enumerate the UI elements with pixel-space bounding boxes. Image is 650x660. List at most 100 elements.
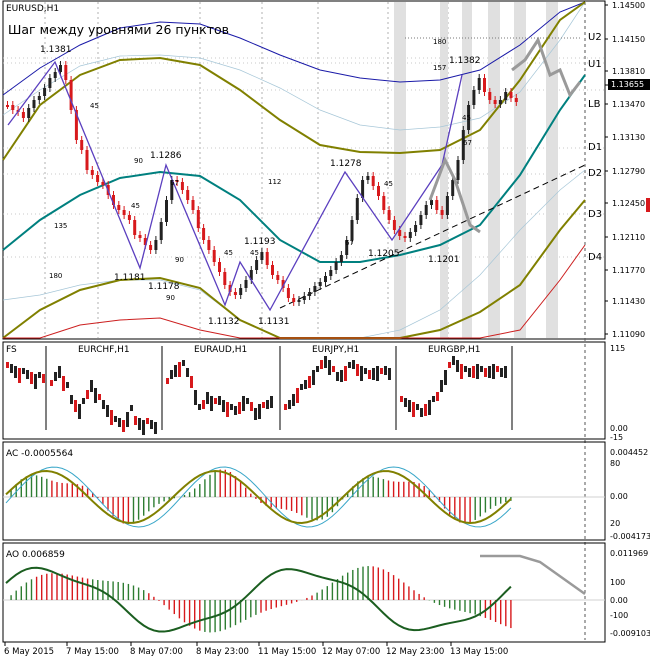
- fs-candle: [194, 390, 197, 405]
- main-grid: [3, 2, 605, 640]
- fs-candle: [356, 364, 359, 376]
- projection-shade-bar: [514, 2, 526, 338]
- fs-candle: [420, 408, 423, 417]
- candle-body: [498, 100, 502, 104]
- extreme-label: 1.1193: [244, 237, 276, 247]
- fs-candle: [452, 356, 455, 365]
- fs-candle: [488, 366, 491, 378]
- ac-scale-zero: 0.00: [610, 492, 628, 501]
- candle-body: [244, 280, 248, 288]
- candle-body: [69, 80, 73, 110]
- candle-body: [382, 196, 386, 210]
- step-label: 90: [166, 294, 175, 302]
- fs-candle: [186, 368, 189, 377]
- fs-candle: [222, 400, 225, 412]
- fs-candle: [400, 396, 403, 402]
- candle-body: [191, 200, 195, 210]
- main-price-pane[interactable]: 1.1381 1.1382 1.1286 1.1278 1.1193 1.1205 1.12…: [2, 0, 606, 640]
- fs-candle: [102, 400, 105, 409]
- last-price-marker: [646, 198, 650, 212]
- step-label: 67: [463, 139, 472, 147]
- price-axis[interactable]: 1.14500 1.14150 1.13810 1.13655 1.13470 1.131…: [605, 1, 650, 339]
- candle-body: [260, 252, 264, 260]
- time-label: 8 May 07:00: [130, 647, 183, 657]
- candle-body: [271, 265, 274, 275]
- candle-body: [122, 210, 126, 215]
- ao-indicator-pane[interactable]: AO 0.006859 0.011969 100 0.00 -100 -0.00…: [2, 542, 650, 643]
- fs-candle: [250, 402, 253, 411]
- fs-candle: [138, 418, 141, 430]
- candle-body: [276, 275, 280, 280]
- fs-symbol-1: EURCHF,H1: [78, 345, 130, 355]
- fs-candle: [266, 400, 269, 409]
- projection-past: [428, 156, 481, 234]
- time-label: 11 May 15:00: [258, 647, 316, 657]
- fs-candle: [412, 402, 415, 417]
- fs-candle: [98, 394, 101, 400]
- candle-body: [239, 288, 243, 295]
- candle-body: [143, 238, 147, 245]
- candle-body: [11, 105, 15, 110]
- candle-body: [488, 92, 492, 100]
- fs-symbol-3: EURJPY,H1: [312, 345, 359, 355]
- fs-candle: [380, 368, 383, 374]
- step-label: 112: [268, 178, 281, 186]
- candle-body: [170, 180, 174, 200]
- fs-candle: [364, 368, 367, 374]
- step-label: 90: [134, 157, 143, 165]
- candle-body: [313, 286, 317, 292]
- step-label: 180: [433, 38, 446, 46]
- extreme-label: 1.1286: [150, 151, 182, 161]
- fs-candle: [214, 398, 217, 404]
- candle-body: [414, 225, 418, 232]
- fs-candle: [126, 412, 129, 427]
- candle-body: [302, 296, 306, 300]
- fs-candle: [500, 368, 503, 377]
- candle-body: [80, 140, 84, 150]
- fs-candle: [296, 388, 299, 403]
- level-label: LB: [588, 99, 601, 110]
- fs-candle: [316, 366, 319, 372]
- candle-body: [403, 236, 407, 238]
- fs-symbol-4: EURGBP,H1: [428, 345, 480, 355]
- candle-body: [355, 198, 359, 220]
- fs-candle: [70, 395, 73, 404]
- fs-candle: [416, 404, 419, 410]
- candle-body: [440, 210, 444, 215]
- fs-candle: [230, 404, 233, 410]
- fs-candle: [460, 364, 463, 379]
- ao-scale-100: 100: [610, 578, 625, 587]
- fs-candle: [74, 400, 77, 412]
- fs-candle: [154, 422, 157, 434]
- price-label: 1.13810: [612, 67, 645, 76]
- current-price-label: 1.13655: [611, 80, 644, 89]
- candle-body: [96, 175, 100, 182]
- zigzag-line: [7, 60, 463, 312]
- fs-indicator-pane[interactable]: FS EURCHF,H1 EURAUD,H1 EURJPY,H1 EURGBP,…: [2, 341, 628, 442]
- candle-body: [514, 98, 518, 102]
- fs-candle: [262, 402, 265, 408]
- fs-candle: [340, 370, 343, 382]
- fs-candle: [300, 384, 303, 390]
- fs-candle: [242, 396, 245, 411]
- step-label: 67: [345, 239, 354, 247]
- extreme-label: 1.1132: [208, 317, 240, 327]
- step-label: 180: [49, 272, 62, 280]
- candle-body: [350, 220, 354, 240]
- price-projection: [428, 36, 582, 234]
- candle-body: [334, 262, 338, 270]
- step-label: 157: [433, 64, 446, 72]
- fs-candle: [166, 378, 169, 384]
- time-axis[interactable]: 6 May 2015 7 May 15:00 8 May 07:00 8 May 23…: [4, 642, 508, 657]
- candle-body: [212, 250, 216, 262]
- candle-body: [461, 130, 465, 160]
- price-label: 1.12450: [612, 199, 645, 208]
- ao-scale-m100: -100: [610, 611, 628, 620]
- candle-body: [175, 180, 179, 182]
- fs-candle: [424, 404, 427, 416]
- fs-candle: [368, 370, 371, 379]
- candle-body: [223, 272, 227, 285]
- ac-indicator-pane[interactable]: AC -0.0005564 0.004452 80 0.00 20 -0.004…: [2, 441, 650, 541]
